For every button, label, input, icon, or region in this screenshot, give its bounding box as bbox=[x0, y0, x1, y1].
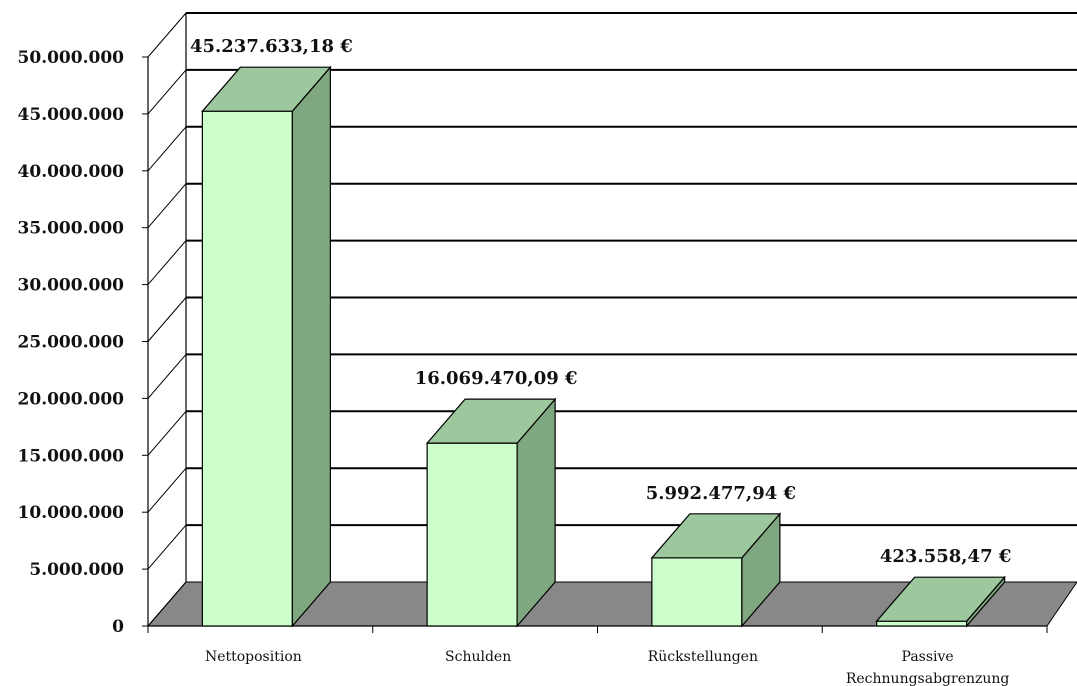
x-tick-label-1: Schulden bbox=[445, 649, 511, 665]
side-gridline-4 bbox=[147, 354, 187, 399]
bar-0 bbox=[201, 65, 332, 628]
side-gridline-0 bbox=[147, 581, 187, 627]
y-tick-label-0: 0 bbox=[112, 617, 124, 637]
bar-front-1 bbox=[426, 442, 518, 627]
data-label-1: 16.069.470,09 € bbox=[415, 368, 578, 389]
y-tick-label-1: 5.000.000 bbox=[29, 560, 124, 580]
bar-2 bbox=[650, 512, 782, 628]
side-gridline-9 bbox=[147, 69, 187, 115]
side-gridline-3 bbox=[147, 410, 187, 456]
data-label-3: 423.558,47 € bbox=[880, 546, 1012, 567]
y-tick-label-10: 50.000.000 bbox=[18, 48, 125, 68]
side-gridline-5 bbox=[147, 297, 187, 342]
side-gridline-7 bbox=[147, 183, 187, 229]
x-tick-label-3-line-1: Rechnungsabgrenzung bbox=[846, 671, 1010, 686]
y-tick-label-5: 25.000.000 bbox=[18, 333, 125, 353]
y-tick-label-6: 30.000.000 bbox=[18, 276, 125, 296]
bar-front-3 bbox=[876, 620, 968, 627]
side-gridline-10 bbox=[147, 12, 187, 58]
side-gridline-2 bbox=[147, 467, 187, 513]
x-tick-label-0: Nettoposition bbox=[205, 649, 302, 665]
bar-top-1 bbox=[425, 398, 557, 444]
x-tick-label-2: Rückstellungen bbox=[648, 649, 758, 665]
bar-top-3 bbox=[875, 576, 1006, 622]
bars-layer bbox=[201, 65, 1006, 628]
y-tick-label-3: 15.000.000 bbox=[18, 446, 125, 466]
y-tick-label-4: 20.000.000 bbox=[18, 389, 125, 409]
y-tick-label-9: 45.000.000 bbox=[18, 105, 125, 125]
y-tick-label-7: 35.000.000 bbox=[18, 219, 125, 239]
side-gridline-1 bbox=[147, 524, 187, 570]
bar-side-0 bbox=[291, 65, 331, 628]
labels-layer: 45.237.633,18 € Nettoposition 16.069.470,0… bbox=[190, 36, 1011, 686]
bar-front-0 bbox=[201, 110, 293, 627]
data-label-0: 45.237.633,18 € bbox=[190, 36, 353, 57]
side-gridline-8 bbox=[147, 126, 187, 172]
side-gridline-6 bbox=[147, 240, 187, 285]
bar-1 bbox=[425, 397, 557, 628]
bar-front-2 bbox=[651, 557, 743, 627]
bar-top-0 bbox=[201, 66, 332, 112]
y-tick-label-2: 10.000.000 bbox=[18, 503, 125, 523]
y-tick-label-8: 40.000.000 bbox=[18, 162, 125, 182]
bar-3 bbox=[875, 575, 1006, 628]
x-tick-label-3-line-0: Passive bbox=[902, 649, 954, 665]
data-label-2: 5.992.477,94 € bbox=[646, 483, 796, 504]
gridline-layer bbox=[147, 12, 1077, 627]
bar-top-2 bbox=[650, 513, 782, 559]
